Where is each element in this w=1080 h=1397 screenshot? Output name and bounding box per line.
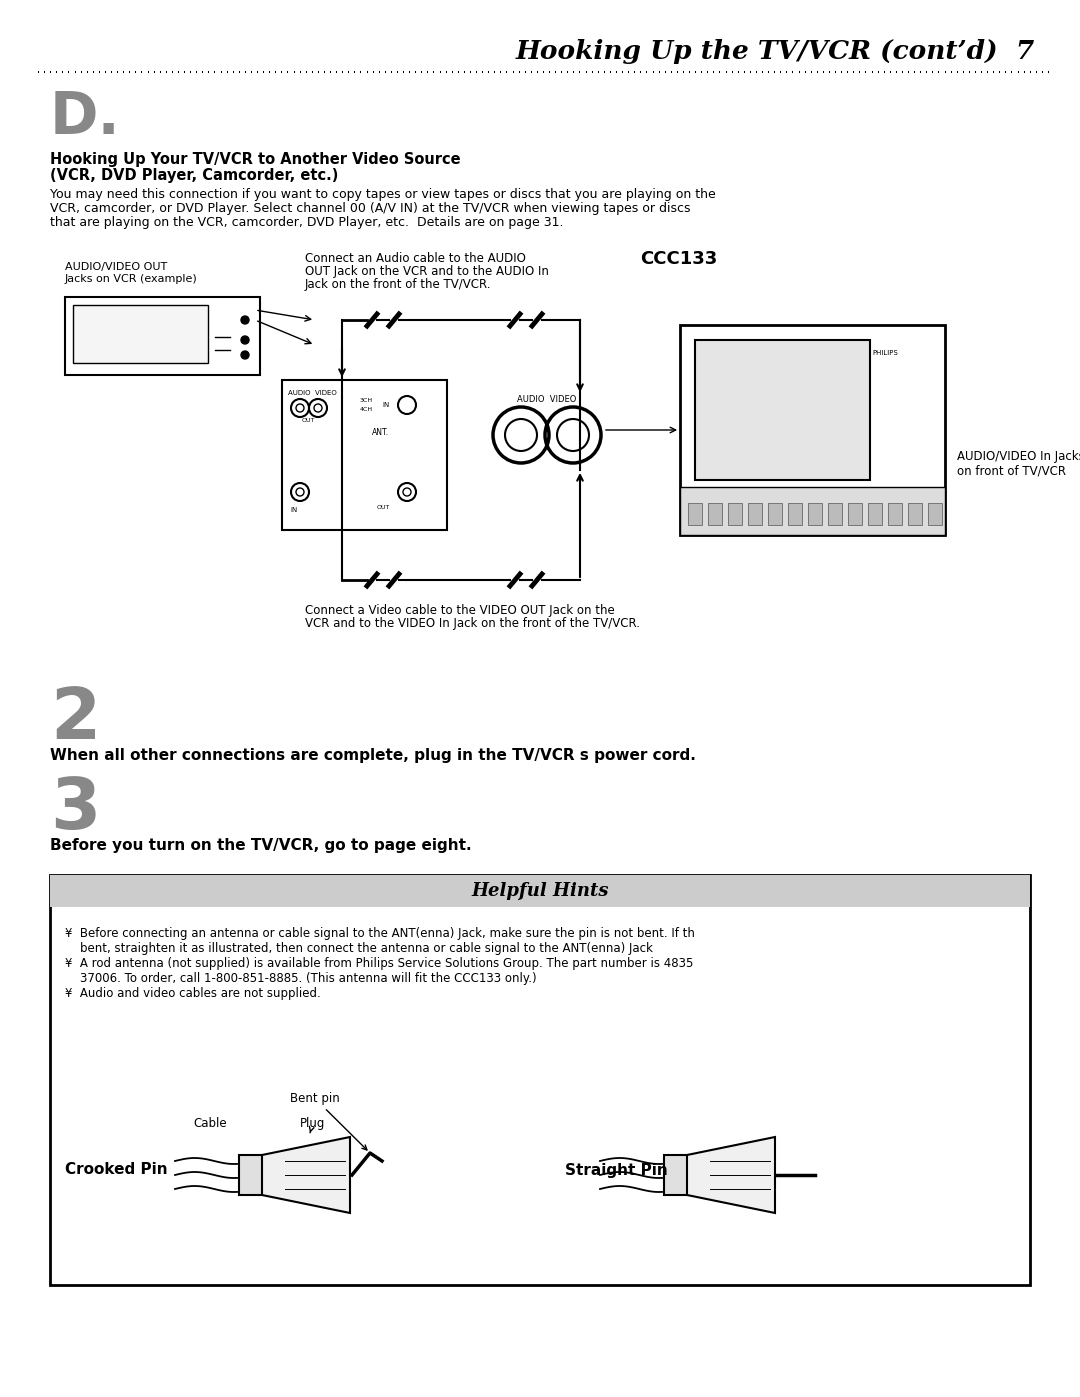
- Text: IN: IN: [382, 402, 389, 408]
- Text: Connect an Audio cable to the AUDIO: Connect an Audio cable to the AUDIO: [305, 251, 526, 265]
- Text: 2: 2: [50, 685, 100, 754]
- Bar: [696, 339, 870, 481]
- Bar: [928, 503, 942, 525]
- Text: PHILIPS: PHILIPS: [873, 351, 897, 356]
- Text: Crooked Pin: Crooked Pin: [65, 1162, 167, 1178]
- Circle shape: [241, 337, 249, 344]
- Bar: [688, 503, 702, 525]
- Bar: [664, 1155, 688, 1194]
- Bar: [768, 503, 782, 525]
- Polygon shape: [262, 1137, 350, 1213]
- Bar: [828, 503, 842, 525]
- Bar: [748, 503, 762, 525]
- Text: 37006. To order, call 1-800-851-8885. (This antenna will fit the CCC133 only.): 37006. To order, call 1-800-851-8885. (T…: [65, 972, 537, 985]
- Text: AUDIO/VIDEO In Jacks: AUDIO/VIDEO In Jacks: [957, 450, 1080, 462]
- Text: When all other connections are complete, plug in the TV/VCR s power cord.: When all other connections are complete,…: [50, 747, 696, 763]
- Text: bent, straighten it as illustrated, then connect the antenna or cable signal to : bent, straighten it as illustrated, then…: [65, 942, 653, 956]
- Text: 3: 3: [50, 775, 100, 844]
- Text: VCR, camcorder, or DVD Player. Select channel 00 (A/V IN) at the TV/VCR when vie: VCR, camcorder, or DVD Player. Select ch…: [50, 203, 690, 215]
- Circle shape: [241, 316, 249, 324]
- Text: Connect a Video cable to the VIDEO OUT Jack on the: Connect a Video cable to the VIDEO OUT J…: [305, 604, 615, 617]
- Text: AUDIO/VIDEO OUT: AUDIO/VIDEO OUT: [65, 263, 167, 272]
- Bar: [848, 503, 862, 525]
- Text: ¥  A rod antenna (not supplied) is available from Philips Service Solutions Grou: ¥ A rod antenna (not supplied) is availa…: [65, 957, 693, 970]
- Text: ¥  Audio and video cables are not supplied.: ¥ Audio and video cables are not supplie…: [65, 988, 321, 1000]
- Bar: [65, 298, 260, 374]
- Text: Bent pin: Bent pin: [291, 1092, 367, 1150]
- Text: IN: IN: [291, 507, 297, 513]
- Text: ANT.: ANT.: [372, 427, 389, 437]
- Text: 3CH: 3CH: [360, 398, 373, 402]
- Bar: [888, 503, 902, 525]
- Bar: [282, 380, 447, 529]
- Bar: [808, 503, 822, 525]
- Text: Plug: Plug: [300, 1118, 325, 1133]
- Bar: [680, 326, 945, 535]
- Text: that are playing on the VCR, camcorder, DVD Player, etc.  Details are on page 31: that are playing on the VCR, camcorder, …: [50, 217, 564, 229]
- Text: 4CH: 4CH: [360, 407, 373, 412]
- Bar: [50, 875, 1030, 907]
- Text: Straight Pin: Straight Pin: [565, 1162, 667, 1178]
- Text: VCR and to the VIDEO In Jack on the front of the TV/VCR.: VCR and to the VIDEO In Jack on the fron…: [305, 617, 640, 630]
- Polygon shape: [687, 1137, 775, 1213]
- Text: ¥  Before connecting an antenna or cable signal to the ANT(enna) Jack, make sure: ¥ Before connecting an antenna or cable …: [65, 928, 694, 940]
- Text: OUT: OUT: [301, 418, 314, 423]
- Text: OUT: OUT: [377, 504, 390, 510]
- Bar: [708, 503, 723, 525]
- Text: (VCR, DVD Player, Camcorder, etc.): (VCR, DVD Player, Camcorder, etc.): [50, 168, 338, 183]
- Bar: [908, 503, 922, 525]
- Text: AUDIO  VIDEO: AUDIO VIDEO: [288, 390, 337, 395]
- Text: You may need this connection if you want to copy tapes or view tapes or discs th: You may need this connection if you want…: [50, 189, 716, 201]
- Text: Jack on the front of the TV/VCR.: Jack on the front of the TV/VCR.: [305, 278, 491, 291]
- Text: AUDIO  VIDEO: AUDIO VIDEO: [517, 395, 577, 404]
- Text: Helpful Hints: Helpful Hints: [471, 882, 609, 900]
- Text: Cable: Cable: [193, 1118, 227, 1130]
- Bar: [868, 503, 882, 525]
- Bar: [239, 1155, 264, 1194]
- Text: on front of TV/VCR: on front of TV/VCR: [957, 464, 1066, 476]
- Text: CCC133: CCC133: [640, 250, 717, 268]
- Bar: [680, 488, 945, 535]
- Text: Before you turn on the TV/VCR, go to page eight.: Before you turn on the TV/VCR, go to pag…: [50, 838, 472, 854]
- Text: Jacks on VCR (example): Jacks on VCR (example): [65, 274, 198, 284]
- Text: Hooking Up the TV/VCR (cont’d)  7: Hooking Up the TV/VCR (cont’d) 7: [516, 39, 1035, 64]
- Bar: [50, 875, 1030, 1285]
- Text: OUT Jack on the VCR and to the AUDIO In: OUT Jack on the VCR and to the AUDIO In: [305, 265, 549, 278]
- Bar: [73, 305, 208, 363]
- Bar: [788, 503, 802, 525]
- Text: D.: D.: [50, 89, 121, 147]
- Text: Hooking Up Your TV/VCR to Another Video Source: Hooking Up Your TV/VCR to Another Video …: [50, 152, 461, 168]
- Circle shape: [241, 351, 249, 359]
- Bar: [728, 503, 742, 525]
